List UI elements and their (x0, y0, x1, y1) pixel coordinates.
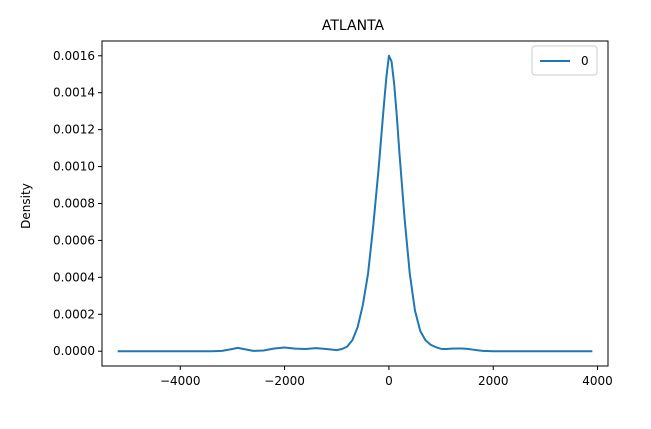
y-tick-label: 0.0002 (53, 307, 95, 321)
y-axis-title: Density (19, 183, 33, 229)
x-tick-label: 0 (385, 374, 393, 388)
x-tick-label: −2000 (264, 374, 305, 388)
density-line-series-0 (117, 54, 593, 353)
x-tick-label: −4000 (160, 374, 201, 388)
legend-label-series-0: 0 (581, 54, 589, 68)
plot-area: −4000 −2000 0 2000 4000 0.0000 0.0002 0.0004 0.0… (53, 40, 613, 388)
x-tick-label: 4000 (582, 374, 613, 388)
x-tick-label: 2000 (478, 374, 509, 388)
legend: 0 (531, 45, 598, 76)
chart-title: ATLANTA (322, 18, 385, 34)
y-tick-label: 0.0010 (53, 160, 95, 174)
y-tick-label: 0.0004 (53, 270, 95, 284)
plot-frame (101, 40, 609, 367)
y-tick-label: 0.0014 (53, 86, 95, 100)
y-tick-label: 0.0016 (53, 49, 95, 63)
y-tick-label: 0.0008 (53, 197, 95, 211)
y-tick-label: 0.0000 (53, 344, 95, 358)
y-tick-label: 0.0012 (53, 123, 95, 137)
y-tick-label: 0.0006 (53, 233, 95, 247)
